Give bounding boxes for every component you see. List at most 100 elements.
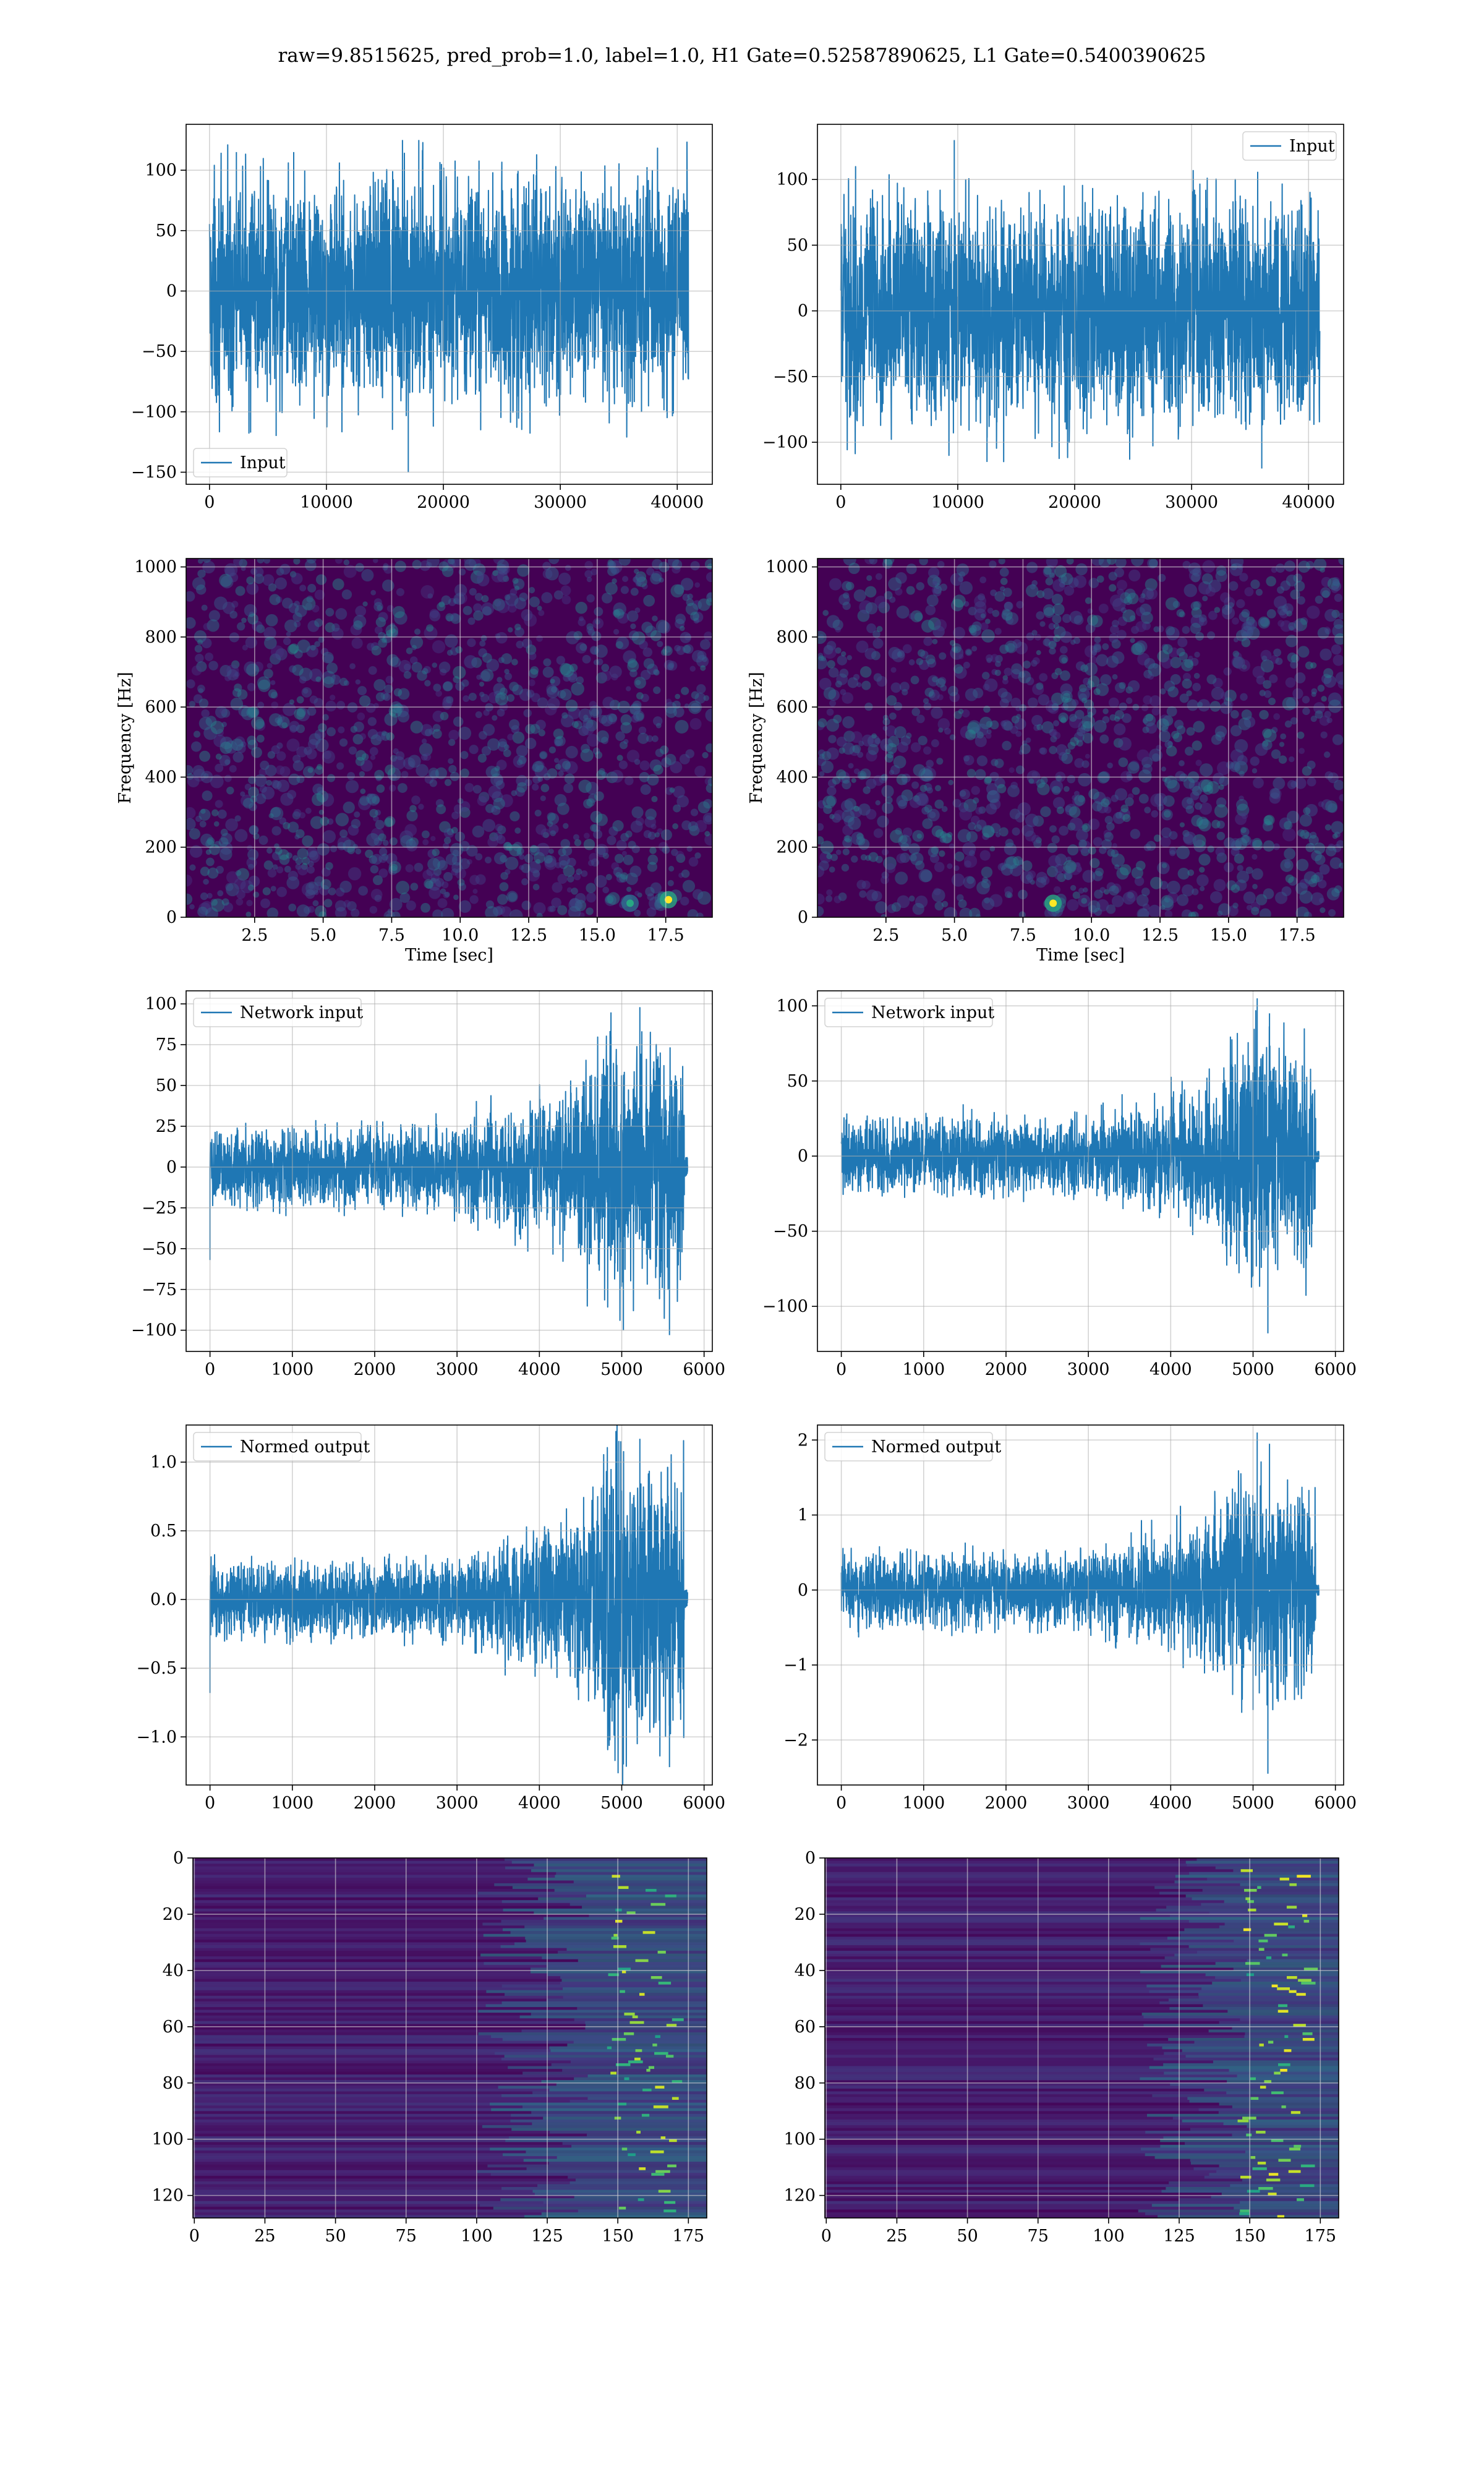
spectrogram-cell	[1207, 845, 1214, 853]
spectrogram-cell	[995, 655, 1003, 663]
spectrogram-cell	[246, 663, 260, 677]
spectrogram-cell	[479, 691, 485, 697]
feature-activity	[1156, 1908, 1339, 1912]
spectrogram-cell	[974, 595, 987, 607]
spectrogram-cell	[1167, 779, 1180, 793]
spectrogram-cell	[292, 855, 299, 861]
feature-peak	[1268, 2040, 1274, 2044]
feature-row	[193, 1866, 707, 1870]
spectrogram-cell	[691, 650, 705, 663]
spectrogram-cell	[963, 601, 970, 607]
spectrogram-cell	[201, 604, 208, 611]
spectrogram-cell	[602, 593, 613, 604]
spectrogram-cell	[448, 730, 459, 741]
spectrogram-cell	[649, 759, 662, 772]
feature-row	[193, 2069, 707, 2073]
spectrogram-cell	[625, 830, 633, 838]
spectrogram-cell	[667, 661, 678, 671]
feature-row	[825, 1951, 1339, 1954]
spectrogram-cell	[1103, 829, 1112, 838]
spectrogram-cell	[479, 730, 487, 740]
feature-activity	[500, 2198, 707, 2202]
spectrogram-cell	[305, 881, 319, 895]
spectrogram-cell	[530, 666, 539, 675]
spectrogram-cell	[1081, 760, 1090, 768]
spectrogram-cell	[578, 708, 592, 722]
spectrogram-cell	[507, 734, 514, 740]
spectrogram-cell	[515, 787, 525, 797]
feature-row	[193, 1877, 707, 1881]
spectrogram-cell	[586, 623, 594, 630]
spectrogram-cell	[293, 808, 302, 817]
spectrogram-cell	[1259, 690, 1266, 696]
spectrogram-cell	[1025, 813, 1039, 828]
spectrogram-cell	[937, 560, 945, 568]
spectrogram-cell	[1287, 653, 1297, 663]
spectrogram-cell	[958, 576, 964, 583]
spectrogram-cell	[292, 760, 304, 772]
spectrogram-cell	[495, 780, 505, 790]
spectrogram-cell	[673, 804, 681, 813]
spectrogram-cell	[1004, 842, 1017, 855]
spectrogram-cell	[1250, 901, 1261, 912]
feature-peak	[1257, 1886, 1261, 1890]
feature-row	[193, 2006, 707, 2011]
spectrogram-cell	[586, 626, 594, 634]
spectrogram-cell	[1026, 677, 1034, 685]
plot-area	[208, 140, 689, 473]
feature-peak	[1300, 2164, 1315, 2168]
spectrogram-cell	[370, 755, 376, 760]
spectrogram-cell	[1078, 693, 1088, 702]
spectrogram-cell	[1240, 626, 1254, 639]
spectrogram-cell	[198, 716, 213, 730]
spectrogram-cell	[314, 881, 323, 891]
spectrogram-cell	[566, 857, 576, 867]
spectrogram-cell	[958, 571, 966, 578]
spectrogram-cell	[573, 873, 581, 881]
spectrogram-cell	[1327, 577, 1341, 590]
spectrogram-cell	[842, 838, 853, 848]
spectrogram-cell	[697, 651, 707, 661]
spectrogram-cell	[205, 849, 211, 855]
spectrogram-cell	[1090, 858, 1100, 868]
spectrogram-cell	[220, 575, 234, 589]
feature-row	[193, 2117, 707, 2120]
spectrogram-cell	[375, 810, 382, 816]
feature-row	[825, 2086, 1339, 2089]
spectrogram-cell	[1112, 674, 1118, 680]
spectrogram-cell	[466, 845, 478, 857]
spectrogram-cell	[594, 875, 607, 888]
spectrogram-cell	[596, 658, 603, 666]
spectrogram-cell	[997, 784, 1007, 794]
spectrogram-cell	[885, 863, 896, 873]
spectrogram-cell	[622, 576, 629, 583]
feature-row	[193, 1964, 707, 1968]
spectrogram-cell	[359, 733, 366, 740]
spectrogram-cell	[441, 565, 454, 578]
spectrogram-cell	[1192, 740, 1203, 751]
spectrogram-cell	[704, 777, 712, 785]
feature-row	[825, 2128, 1339, 2131]
spectrogram-cell	[271, 851, 281, 861]
feature-activity	[1190, 2159, 1339, 2162]
spectrogram-cell	[1277, 620, 1285, 627]
spectrogram-cell	[1173, 733, 1183, 743]
feature-activity	[585, 2024, 707, 2027]
spectrogram-cell	[1002, 740, 1012, 751]
feature-peak	[1298, 1979, 1311, 1982]
x-tick-label: 125	[531, 2227, 563, 2246]
spectrogram-cell	[1138, 769, 1152, 783]
spectrogram-cell	[1227, 905, 1239, 917]
spectrogram-cell	[999, 567, 1009, 577]
x-tick-label: 0	[836, 1360, 846, 1379]
spectrogram-cell	[608, 826, 618, 836]
spectrogram-cell	[940, 684, 947, 691]
x-tick-label: 2.5	[241, 926, 268, 945]
feature-row	[825, 2102, 1339, 2106]
spectrogram-cell	[1033, 724, 1040, 731]
y-tick-label: 800	[776, 628, 808, 647]
spectrogram-cell	[1083, 887, 1088, 893]
spectrogram-cell	[938, 850, 945, 857]
spectrogram-cell	[265, 614, 278, 627]
spectrogram-cell	[934, 862, 945, 873]
